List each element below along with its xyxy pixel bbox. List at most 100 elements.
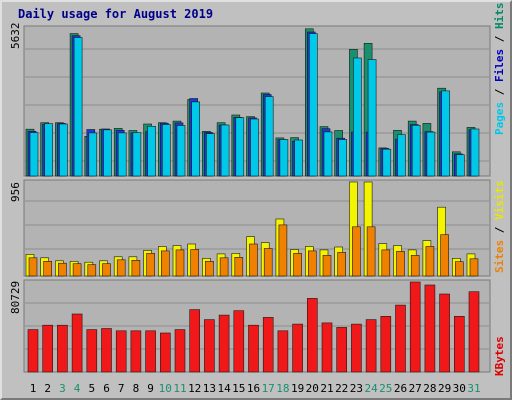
pages-bar-10 xyxy=(162,124,171,177)
sites-bar-11 xyxy=(175,249,185,277)
kbytes-bar-19 xyxy=(292,323,303,373)
bar-series xyxy=(25,28,480,373)
kbytes-bar-9 xyxy=(145,330,156,373)
sites-bar-22 xyxy=(337,252,347,277)
day-label-28: 28 xyxy=(423,382,436,395)
pages-bar-25 xyxy=(382,148,392,177)
pages-bar-19 xyxy=(294,139,303,177)
kbytes-bar-6 xyxy=(101,328,112,373)
kbytes-bar-26 xyxy=(395,304,406,373)
sites-bar-6 xyxy=(102,263,111,277)
pages-bar-7 xyxy=(117,132,127,177)
pages-bar-2 xyxy=(44,123,54,177)
pages-bar-22 xyxy=(338,139,348,177)
pages-bar-23 xyxy=(353,57,362,177)
sites-bar-29 xyxy=(440,234,449,277)
kbytes-bar-14 xyxy=(218,314,230,373)
pages-bar-29 xyxy=(441,90,450,177)
day-label-27: 27 xyxy=(409,382,422,395)
visits-legend-part-1: Sites xyxy=(493,240,506,273)
day-label-20: 20 xyxy=(306,382,319,395)
kbytes-panel-max-label: 80729 xyxy=(9,281,22,314)
pages-bar-30 xyxy=(455,154,465,177)
kbytes-bar-24 xyxy=(365,319,377,373)
kbytes-bar-2 xyxy=(42,324,54,373)
kbytes-legend-part-1: KBytes xyxy=(493,336,506,376)
hits-legend-part-5: Hits xyxy=(493,3,506,30)
day-label-26: 26 xyxy=(394,382,407,395)
pages-bar-1 xyxy=(29,132,39,177)
kbytes-bar-12 xyxy=(189,309,200,373)
kbytes-bar-25 xyxy=(380,315,392,373)
sites-bar-14 xyxy=(219,257,229,277)
pages-bar-31 xyxy=(470,128,480,177)
sites-bar-26 xyxy=(396,251,405,277)
kbytes-bar-3 xyxy=(57,324,68,373)
kbytes-bar-15 xyxy=(233,310,245,373)
day-label-11: 11 xyxy=(173,382,186,395)
pages-bar-9 xyxy=(147,126,156,177)
day-label-23: 23 xyxy=(350,382,363,395)
sites-bar-23 xyxy=(352,226,361,277)
hits-panel-max-label: 5632 xyxy=(9,23,22,50)
sites-bar-30 xyxy=(454,261,464,277)
sites-bar-15 xyxy=(234,256,244,277)
day-label-4: 4 xyxy=(74,382,81,395)
day-label-24: 24 xyxy=(364,382,378,395)
kbytes-bar-8 xyxy=(130,330,142,373)
sites-bar-21 xyxy=(322,255,332,277)
day-label-12: 12 xyxy=(188,382,201,395)
kbytes-bar-22 xyxy=(336,327,348,373)
sites-bar-8 xyxy=(131,259,141,277)
visits-panel-max-label: 956 xyxy=(9,182,22,202)
kbytes-bar-27 xyxy=(409,281,421,373)
sites-bar-1 xyxy=(28,257,38,277)
day-label-5: 5 xyxy=(88,382,95,395)
sites-bar-9 xyxy=(146,253,155,277)
sites-bar-20 xyxy=(307,250,317,277)
day-label-31: 31 xyxy=(467,382,480,395)
hits-legend-part-1: Pages xyxy=(493,102,506,135)
sites-bar-24 xyxy=(366,226,376,277)
pages-bar-12 xyxy=(191,101,200,177)
kbytes-bar-4 xyxy=(71,313,83,373)
kbytes-bar-31 xyxy=(468,291,480,373)
sites-bar-5 xyxy=(87,264,97,277)
kbytes-bar-5 xyxy=(86,329,98,373)
kbytes-bar-29 xyxy=(439,293,450,373)
sites-bar-17 xyxy=(263,248,273,277)
day-label-1: 1 xyxy=(30,382,37,395)
kbytes-bar-13 xyxy=(204,319,215,373)
kbytes-bar-28 xyxy=(424,284,436,373)
kbytes-bar-30 xyxy=(453,315,465,373)
kbytes-bar-21 xyxy=(321,322,333,373)
day-label-2: 2 xyxy=(44,382,51,395)
day-label-10: 10 xyxy=(159,382,172,395)
pages-bar-14 xyxy=(220,124,230,177)
sites-bar-2 xyxy=(43,260,53,277)
day-label-17: 17 xyxy=(262,382,275,395)
kbytes-bar-16 xyxy=(248,324,259,373)
day-label-19: 19 xyxy=(291,382,304,395)
day-label-7: 7 xyxy=(118,382,125,395)
kbytes-bar-18 xyxy=(277,330,289,373)
sites-bar-16 xyxy=(249,243,258,277)
pages-bar-20 xyxy=(308,33,318,177)
hits-legend-part-4: / xyxy=(493,29,506,49)
day-label-18: 18 xyxy=(276,382,289,395)
hits-legend-part-3: Files xyxy=(493,49,506,82)
sites-bar-18 xyxy=(278,224,288,277)
kbytes-bar-17 xyxy=(262,317,274,373)
pages-bar-15 xyxy=(235,117,245,177)
pages-bar-8 xyxy=(132,132,142,177)
pages-bar-13 xyxy=(206,133,215,177)
sites-bar-4 xyxy=(72,263,82,277)
chart-title: Daily usage for August 2019 xyxy=(18,7,213,21)
day-label-3: 3 xyxy=(59,382,66,395)
pages-bar-16 xyxy=(250,118,259,177)
sites-bar-25 xyxy=(381,249,391,277)
pages-bar-18 xyxy=(279,139,289,177)
sites-bar-12 xyxy=(190,249,199,277)
pages-bar-5 xyxy=(88,132,98,177)
